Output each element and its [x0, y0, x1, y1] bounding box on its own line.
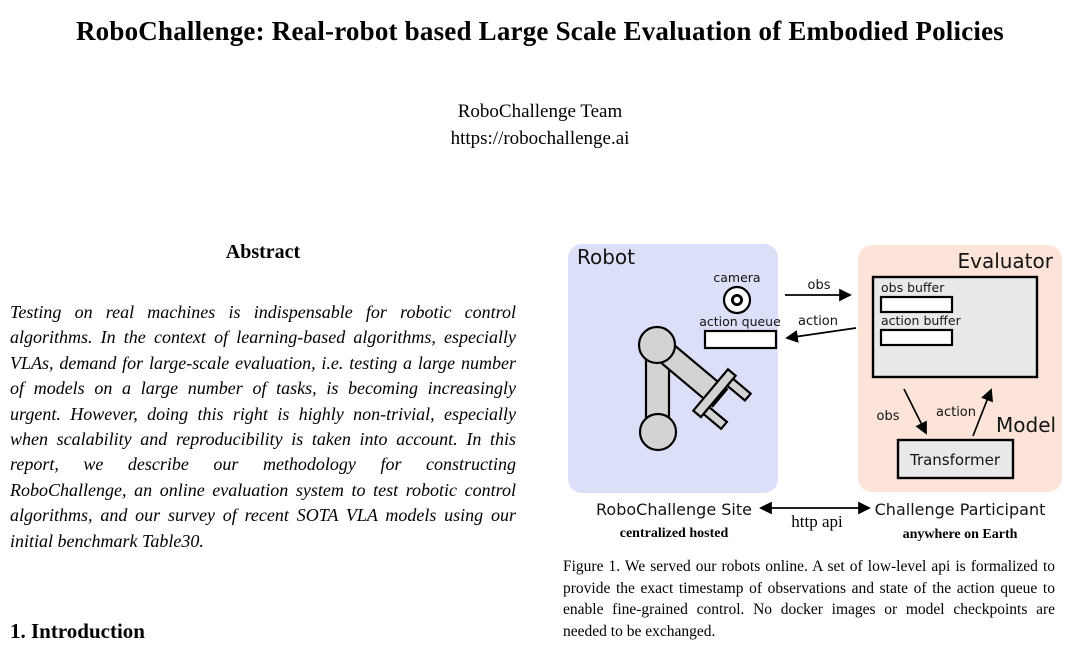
site-subtitle: centralized hosted: [620, 526, 729, 541]
paper-url: https://robochallenge.ai: [450, 128, 630, 149]
camera-label: camera: [713, 270, 760, 285]
action-queue-slot: [703, 329, 778, 350]
site-label: RoboChallenge Site: [596, 500, 752, 519]
action-arrow: [785, 327, 857, 343]
action-arrow-label: action: [798, 314, 838, 329]
action-buffer-slot: [879, 328, 954, 347]
model-label: Model: [996, 413, 1056, 437]
http-api-label: http api: [791, 512, 843, 531]
buffers-panel: [871, 275, 1039, 379]
participant-label: Challenge Participant: [875, 500, 1046, 519]
participant-subtitle: anywhere on Earth: [903, 527, 1018, 542]
transformer-box: [896, 438, 1015, 480]
obs-to-transformer-arrow: [903, 388, 927, 435]
figure1: Robot camera action queue Evaluator obs …: [560, 230, 1065, 556]
transformer-to-buffer-arrow: [972, 388, 993, 437]
camera-icon: [722, 285, 752, 315]
abstract-heading: Abstract: [225, 241, 301, 263]
transformer-label: Transformer: [909, 451, 1001, 469]
author-team: RoboChallenge Team: [457, 101, 623, 122]
figure1-diagram: Robot camera action queue Evaluator obs …: [568, 244, 1062, 542]
introduction-heading: 1. Introduction: [10, 619, 145, 643]
action-queue-label: action queue: [699, 314, 781, 329]
obs-buffer-slot: [879, 295, 954, 314]
model-action-label: action: [936, 405, 976, 420]
action-buffer-label: action buffer: [881, 313, 962, 328]
figure1-caption: Figure 1. We served our robots online. A…: [563, 558, 1055, 641]
obs-arrow-label: obs: [808, 278, 831, 293]
evaluator-box-label: Evaluator: [957, 249, 1053, 273]
model-obs-label: obs: [877, 409, 900, 424]
obs-buffer-label: obs buffer: [881, 280, 945, 295]
robot-arm-icon: [637, 325, 753, 452]
abstract-text: Testing on real machines is indispensabl…: [10, 302, 516, 551]
author-block: RoboChallenge Team https://robochallenge…: [0, 98, 1080, 152]
robot-box-label: Robot: [577, 245, 635, 269]
paper-title: RoboChallenge: Real-robot based Large Sc…: [75, 16, 1004, 46]
